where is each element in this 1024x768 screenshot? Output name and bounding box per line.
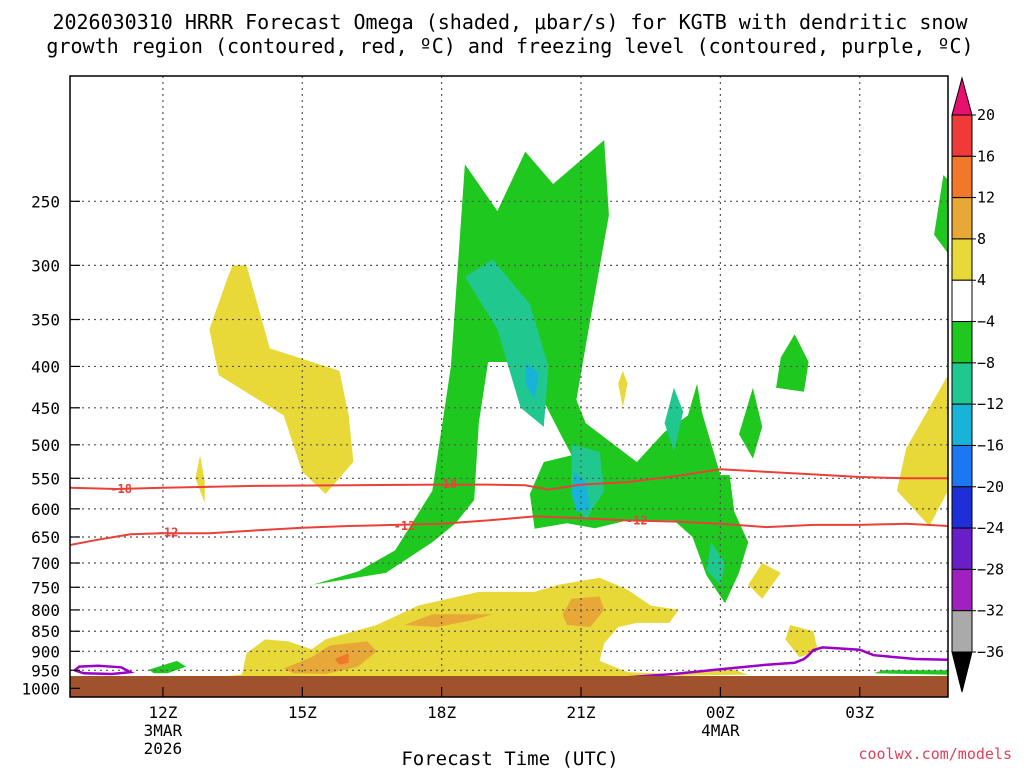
y-tick-label-350: 350 <box>31 311 60 330</box>
pressure-axis: 2503003504004505005506006507007508008509… <box>21 192 80 698</box>
freezing-level-contour-small <box>73 664 135 676</box>
omega-region-yellow-5 <box>785 625 818 658</box>
x-tick-year-12Z: 2026 <box>144 739 183 758</box>
grid-lines <box>70 76 948 697</box>
omega-region-gold-0 <box>283 641 377 674</box>
colorbar-swatch-3 <box>951 238 973 281</box>
colorbar-swatch-10 <box>951 527 973 570</box>
dgz-contour-minus12 <box>70 515 948 546</box>
y-tick-label-500: 500 <box>31 436 60 455</box>
contour-label-1: -18 <box>435 477 457 491</box>
omega-shading <box>93 140 948 687</box>
colorbar-swatch-8 <box>951 444 973 488</box>
x-tick-label-00Z: 00Z <box>706 703 735 722</box>
omega-region-teal-2 <box>664 387 684 452</box>
colorbar-label-10: −24 <box>977 519 1004 537</box>
y-tick-label-950: 950 <box>31 661 60 680</box>
colorbar-swatch-9 <box>951 486 973 529</box>
omega-region-cyan-0 <box>525 362 540 400</box>
omega-region-yellow-0 <box>209 265 354 494</box>
y-tick-label-650: 650 <box>31 528 60 547</box>
omega-region-green-4 <box>776 334 809 392</box>
colorbar-swatch-5 <box>951 321 973 364</box>
colorbar-swatch-1 <box>951 155 973 199</box>
y-tick-label-450: 450 <box>31 399 60 418</box>
colorbar-label-7: −12 <box>977 395 1004 413</box>
colorbar-swatch-11 <box>951 568 973 612</box>
x-tick-label-18Z: 18Z <box>427 703 456 722</box>
colorbar: 20 16 12 8 4 −4 −8 −12 −16 −20 −24 −28 −32 −36 <box>951 76 1004 693</box>
colorbar-top-cap <box>951 76 973 116</box>
plot-frame <box>69 75 949 698</box>
contour-label-2: -12 <box>157 526 179 540</box>
y-tick-label-300: 300 <box>31 256 60 275</box>
contour-label-3: -12 <box>394 519 416 533</box>
omega-region-yellow-3 <box>748 563 781 599</box>
omega-region-gold-2 <box>562 596 605 628</box>
y-tick-label-550: 550 <box>31 469 60 488</box>
colorbar-bottom-cap <box>951 651 973 693</box>
colorbar-label-12: −32 <box>977 602 1004 620</box>
x-tick-label-21Z: 21Z <box>567 703 596 722</box>
x-tick-sublabel-00Z: 4MAR <box>701 721 740 740</box>
colorbar-swatch-2 <box>951 197 973 240</box>
x-tick-label-15Z: 15Z <box>288 703 317 722</box>
contour-label-4: -12 <box>626 513 648 527</box>
x-tick-label-03Z: 03Z <box>845 703 874 722</box>
credit-text: coolwx.com/models <box>858 745 1012 763</box>
omega-region-green-3 <box>739 387 763 459</box>
contour-labels: -18 -18 -12 -12 -12 <box>110 477 648 540</box>
omega-region-green-0 <box>302 140 749 604</box>
x-axis-label: Forecast Time (UTC) <box>401 748 618 768</box>
y-tick-label-250: 250 <box>31 192 60 211</box>
colorbar-label-1: 16 <box>977 147 995 165</box>
colorbar-swatch-4 <box>951 279 973 323</box>
colorbar-swatch-7 <box>951 403 973 446</box>
omega-region-yellow-1 <box>195 455 205 503</box>
chart-title-line2: growth region (contoured, red, ºC) and f… <box>46 34 973 58</box>
colorbar-label-5: −4 <box>977 313 995 331</box>
ground-surface <box>70 676 948 697</box>
chart-title-line1: 2026030310 HRRR Forecast Omega (shaded, … <box>52 10 968 34</box>
y-tick-label-700: 700 <box>31 554 60 573</box>
colorbar-label-8: −16 <box>977 436 1004 454</box>
colorbar-swatch-0 <box>951 114 973 157</box>
colorbar-label-4: 4 <box>977 271 986 289</box>
omega-region-green-1 <box>149 660 187 674</box>
colorbar-label-9: −20 <box>977 478 1004 496</box>
x-tick-label-12Z: 12Z <box>148 703 177 722</box>
y-tick-label-850: 850 <box>31 622 60 641</box>
y-tick-label-750: 750 <box>31 578 60 597</box>
colorbar-swatch-6 <box>951 362 973 405</box>
colorbar-label-2: 12 <box>977 189 995 207</box>
colorbar-label-11: −28 <box>977 560 1004 578</box>
y-tick-label-900: 900 <box>31 642 60 661</box>
y-tick-label-600: 600 <box>31 500 60 519</box>
y-tick-label-400: 400 <box>31 357 60 376</box>
omega-region-yellow-4 <box>896 375 948 526</box>
omega-region-green-5 <box>873 670 948 675</box>
colorbar-label-3: 8 <box>977 230 986 248</box>
x-tick-sublabel-12Z: 3MAR <box>144 721 183 740</box>
colorbar-label-0: 20 <box>977 106 995 124</box>
y-tick-label-800: 800 <box>31 601 60 620</box>
omega-region-orange-0 <box>334 653 349 665</box>
omega-region-green-2 <box>934 175 948 254</box>
y-tick-label-1000: 1000 <box>21 679 60 698</box>
colorbar-label-6: −8 <box>977 354 995 372</box>
omega-region-gold-1 <box>404 614 493 628</box>
contour-label-0: -18 <box>110 482 132 496</box>
colorbar-swatch-12 <box>951 610 973 653</box>
colorbar-label-13: −36 <box>977 643 1004 661</box>
dgz-contour-minus18 <box>70 468 948 491</box>
omega-region-yellow-2 <box>618 370 628 408</box>
